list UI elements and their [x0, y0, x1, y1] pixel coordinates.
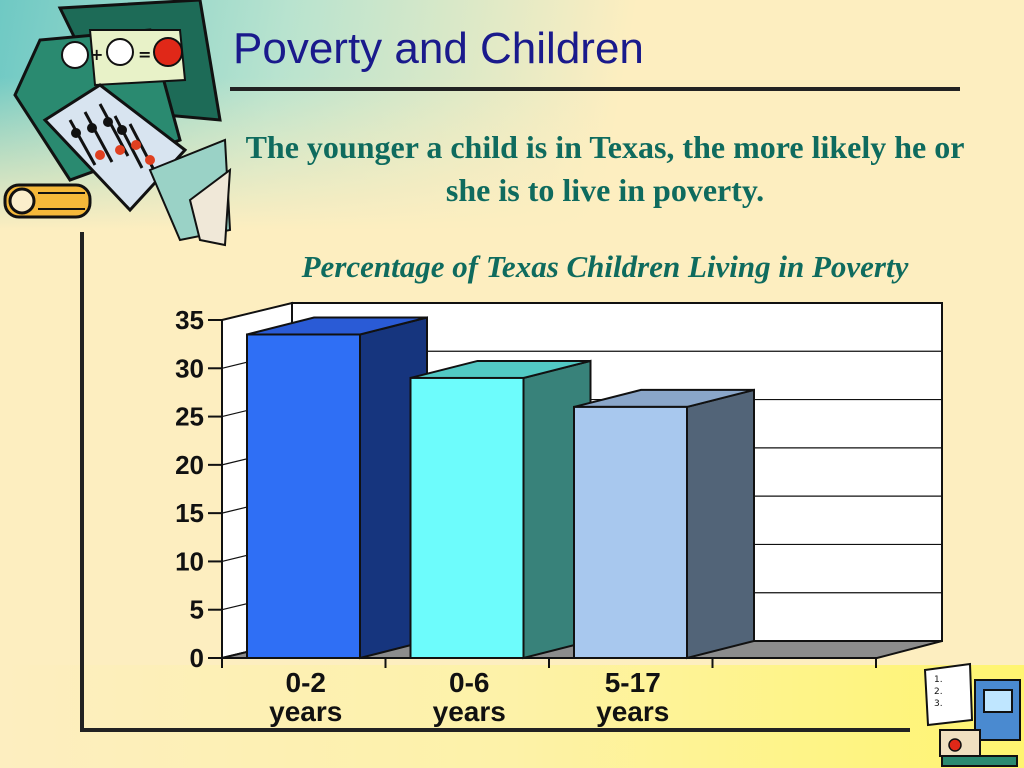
frame-border-bottom: [80, 728, 910, 732]
y-tick-label: 5: [190, 595, 204, 625]
y-tick-label: 20: [175, 450, 204, 480]
slide-subtitle: The younger a child is in Texas, the mor…: [245, 129, 965, 208]
y-tick-label: 15: [175, 498, 204, 528]
chart-title: Percentage of Texas Children Living in P…: [301, 249, 909, 284]
svg-text:2.: 2.: [934, 687, 943, 697]
svg-text:1.: 1.: [934, 675, 943, 685]
bar: [409, 376, 525, 659]
y-tick-label: 10: [175, 546, 204, 576]
svg-text:+: +: [90, 45, 103, 64]
gridline-side: [221, 302, 293, 321]
y-tick-label: 30: [175, 353, 204, 383]
svg-text:=: =: [138, 45, 151, 64]
x-tick-label: years: [433, 696, 506, 727]
x-tick-label: 0-6: [449, 667, 489, 698]
y-tick-label: 35: [175, 305, 204, 335]
svg-text:3.: 3.: [934, 699, 943, 709]
bar-side: [686, 388, 755, 660]
x-tick-label: 5-17: [605, 667, 661, 698]
bottom-strip: [0, 665, 1024, 768]
x-tick-label: years: [269, 696, 342, 727]
frame-border-left: [80, 232, 84, 732]
x-tick-label: years: [596, 696, 669, 727]
schoolhouse-computer-clipart: 1. 2. 3.: [923, 662, 1021, 767]
y-tick-label: 0: [190, 643, 204, 673]
abacus-clipart: + =: [3, 0, 232, 247]
y-tick-label: 25: [175, 402, 204, 432]
slide-title: Poverty and Children: [233, 24, 644, 73]
title-underline: [230, 87, 960, 91]
bar: [246, 333, 361, 659]
bar: [573, 405, 688, 659]
x-tick-label: 0-2: [286, 667, 326, 698]
